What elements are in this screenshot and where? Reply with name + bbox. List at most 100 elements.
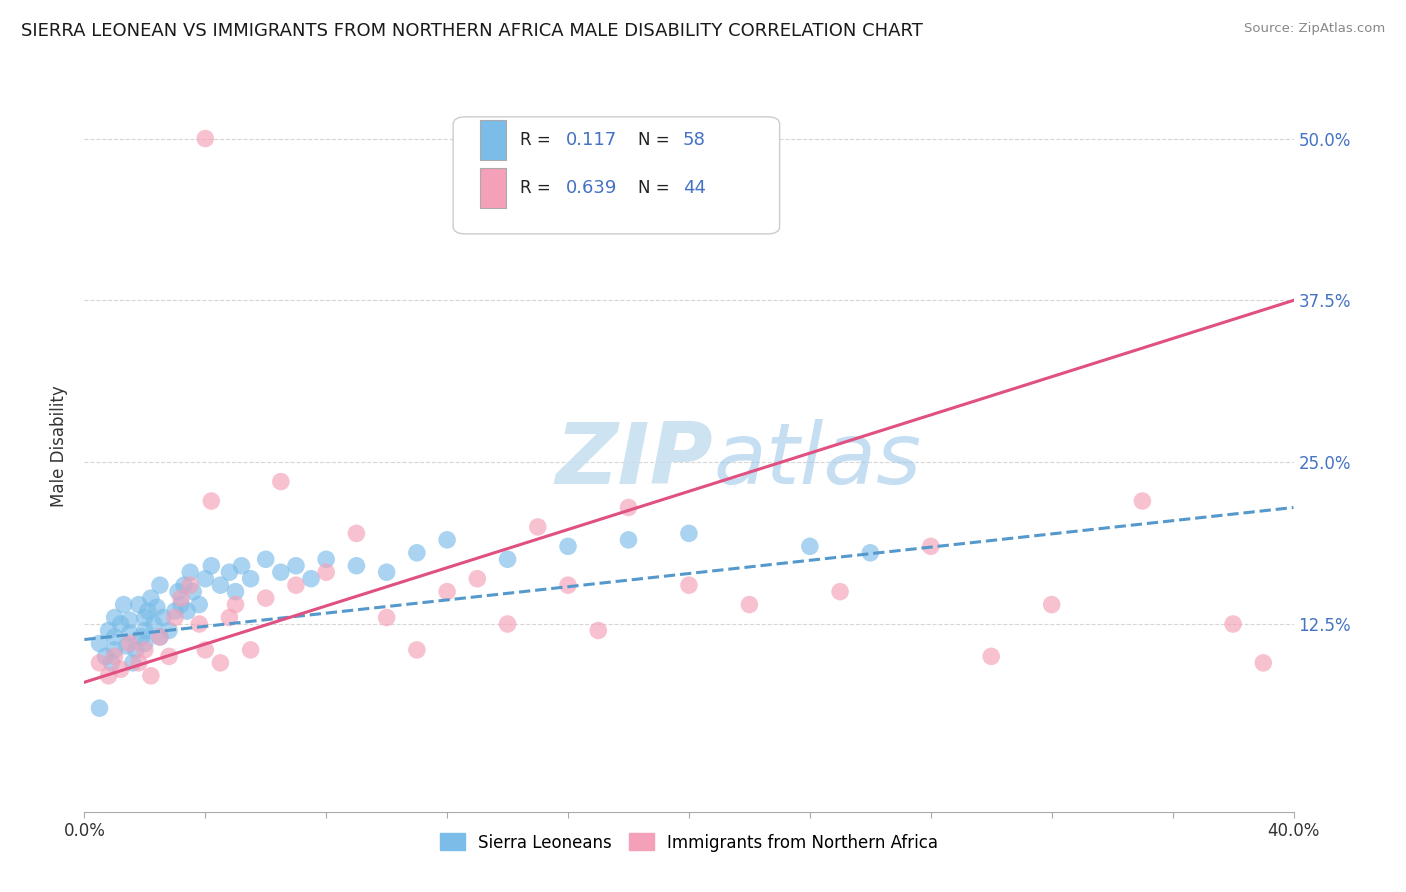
Point xyxy=(179,578,201,592)
Point xyxy=(799,539,821,553)
Point xyxy=(97,669,120,683)
Text: R =: R = xyxy=(520,131,555,149)
Point xyxy=(1040,598,1063,612)
Point xyxy=(527,520,550,534)
Point xyxy=(134,643,156,657)
Point xyxy=(173,578,195,592)
Point xyxy=(142,617,165,632)
Text: 0.639: 0.639 xyxy=(565,179,617,197)
Point xyxy=(467,572,489,586)
Point xyxy=(678,578,700,592)
Point xyxy=(136,604,159,618)
Point xyxy=(200,558,222,573)
Point xyxy=(134,636,156,650)
Point xyxy=(239,643,262,657)
Point xyxy=(1253,656,1275,670)
Point xyxy=(170,598,193,612)
Point xyxy=(89,701,111,715)
Point xyxy=(188,598,211,612)
Point xyxy=(100,656,122,670)
Point xyxy=(115,639,138,653)
Point xyxy=(170,591,193,606)
Point xyxy=(139,591,162,606)
Point xyxy=(118,636,141,650)
Point xyxy=(179,566,201,580)
Point xyxy=(194,131,217,145)
Point xyxy=(209,656,232,670)
Text: Source: ZipAtlas.com: Source: ZipAtlas.com xyxy=(1244,22,1385,36)
Point xyxy=(231,558,253,573)
Point xyxy=(209,578,232,592)
Text: 44: 44 xyxy=(683,179,706,197)
Point xyxy=(588,624,610,638)
Point xyxy=(346,526,368,541)
Point xyxy=(218,610,240,624)
Text: SIERRA LEONEAN VS IMMIGRANTS FROM NORTHERN AFRICA MALE DISABILITY CORRELATION CH: SIERRA LEONEAN VS IMMIGRANTS FROM NORTHE… xyxy=(21,22,922,40)
Point xyxy=(152,610,174,624)
Text: atlas: atlas xyxy=(713,419,921,502)
Point xyxy=(678,526,700,541)
Text: 58: 58 xyxy=(683,131,706,149)
Point xyxy=(97,624,120,638)
Point xyxy=(131,630,153,644)
Point xyxy=(225,598,247,612)
Point xyxy=(149,630,172,644)
Point xyxy=(375,610,398,624)
Point xyxy=(496,552,519,566)
Point xyxy=(254,552,277,566)
Point xyxy=(225,584,247,599)
Point xyxy=(617,500,640,515)
Point xyxy=(104,610,127,624)
Point xyxy=(94,649,117,664)
Point xyxy=(859,546,882,560)
Point xyxy=(112,598,135,612)
Text: 0.117: 0.117 xyxy=(565,131,617,149)
Point xyxy=(270,475,292,489)
FancyBboxPatch shape xyxy=(479,168,506,208)
Point xyxy=(110,662,132,676)
Point xyxy=(406,546,429,560)
Text: ZIP: ZIP xyxy=(555,419,713,502)
Point xyxy=(134,610,156,624)
Point xyxy=(270,566,292,580)
Point xyxy=(128,598,150,612)
Point xyxy=(194,572,217,586)
Point xyxy=(125,643,148,657)
Point xyxy=(89,656,111,670)
Point xyxy=(1222,617,1244,632)
Point xyxy=(315,552,337,566)
Point xyxy=(254,591,277,606)
FancyBboxPatch shape xyxy=(479,120,506,160)
Point xyxy=(406,643,429,657)
Point xyxy=(738,598,761,612)
Point xyxy=(285,578,308,592)
Point xyxy=(176,604,198,618)
Y-axis label: Male Disability: Male Disability xyxy=(51,385,69,507)
Point xyxy=(165,610,187,624)
Point xyxy=(165,604,187,618)
Point xyxy=(239,572,262,586)
Text: N =: N = xyxy=(638,179,675,197)
Point xyxy=(121,656,143,670)
Point xyxy=(104,630,127,644)
Point xyxy=(1130,494,1153,508)
Point xyxy=(157,624,180,638)
Point xyxy=(218,566,240,580)
Point xyxy=(436,584,458,599)
Point xyxy=(89,636,111,650)
Point xyxy=(200,494,222,508)
Point xyxy=(375,566,398,580)
Point xyxy=(346,558,368,573)
Point xyxy=(557,539,579,553)
Point xyxy=(194,643,217,657)
Point xyxy=(146,600,169,615)
Point xyxy=(110,617,132,632)
Point xyxy=(920,539,942,553)
Text: R =: R = xyxy=(520,179,555,197)
Point xyxy=(285,558,308,573)
Point xyxy=(128,656,150,670)
Point xyxy=(134,624,156,638)
Point xyxy=(315,566,337,580)
Point xyxy=(617,533,640,547)
Point xyxy=(104,649,127,664)
